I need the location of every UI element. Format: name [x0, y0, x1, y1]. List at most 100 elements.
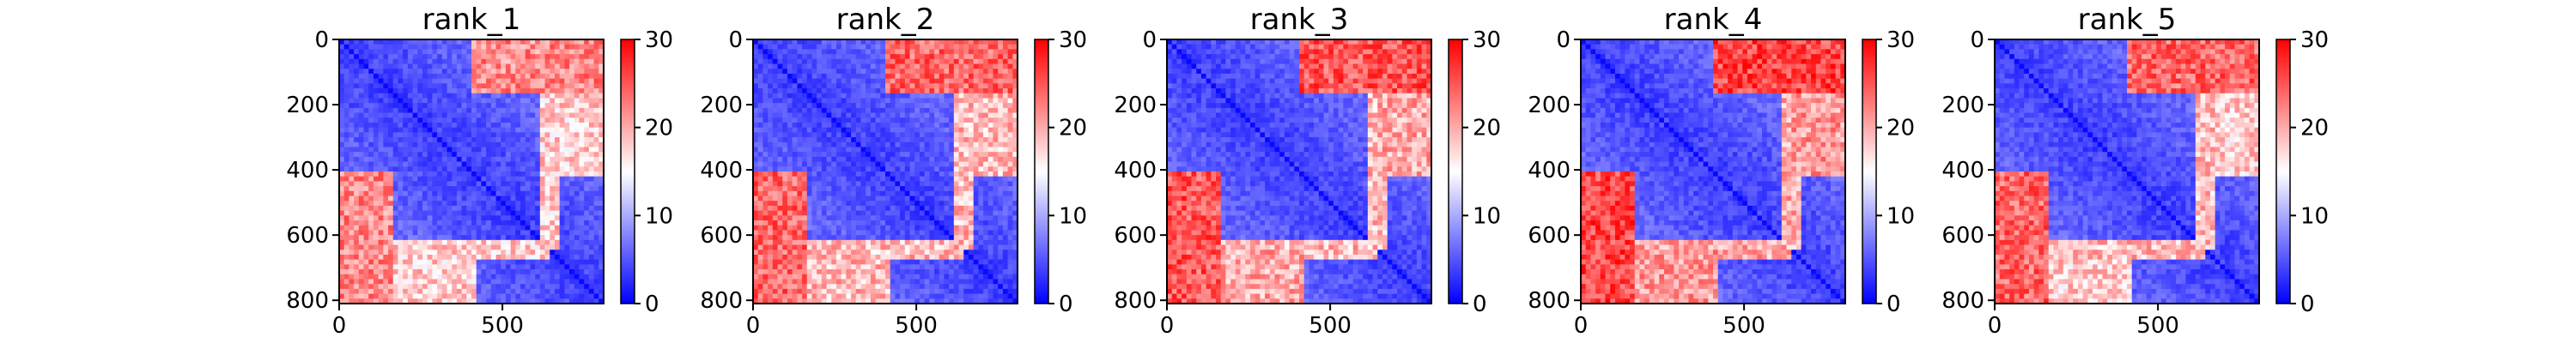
- heatmap-cell: [866, 39, 872, 45]
- heatmap-cell: [525, 117, 532, 123]
- heatmap-cell: [515, 235, 521, 241]
- heatmap-cell: [797, 172, 803, 178]
- heatmap-cell: [777, 161, 783, 167]
- heatmap-cell: [777, 54, 783, 60]
- heatmap-cell: [855, 215, 862, 221]
- heatmap-cell: [441, 69, 448, 75]
- heatmap-cell: [417, 39, 423, 45]
- heatmap-cell: [539, 279, 546, 285]
- heatmap-cell: [398, 201, 404, 207]
- heatmap-cell: [539, 201, 546, 207]
- heatmap-cell: [998, 220, 1004, 226]
- heatmap-cell: [417, 254, 423, 261]
- heatmap-cell: [870, 190, 877, 197]
- heatmap-cell: [579, 122, 585, 129]
- heatmap-cell: [993, 83, 999, 89]
- heatmap-cell: [339, 298, 345, 304]
- heatmap-cell: [564, 205, 570, 212]
- heatmap-cell: [792, 54, 798, 60]
- heatmap-cell: [378, 196, 384, 202]
- heatmap-cell: [525, 69, 532, 75]
- heatmap-cell: [525, 244, 532, 250]
- heatmap-cell: [398, 58, 404, 65]
- heatmap-cell: [343, 215, 349, 221]
- heatmap-cell: [598, 107, 605, 114]
- heatmap-cell: [432, 259, 438, 265]
- heatmap-cell: [963, 215, 969, 221]
- heatmap-cell: [471, 122, 477, 129]
- heatmap-cell: [461, 161, 467, 167]
- heatmap-cell: [914, 39, 920, 45]
- heatmap-cell: [339, 83, 345, 89]
- heatmap-cell: [349, 288, 355, 295]
- heatmap-cell: [821, 39, 828, 45]
- heatmap-cell: [535, 293, 541, 299]
- heatmap-cell: [422, 205, 428, 212]
- heatmap-cell: [510, 201, 516, 207]
- heatmap-cell: [909, 147, 915, 153]
- heatmap-cell: [584, 156, 590, 163]
- heatmap-cell: [949, 44, 955, 50]
- heatmap-cell: [447, 103, 453, 109]
- heatmap-cell: [777, 141, 783, 148]
- heatmap-cell: [554, 152, 561, 158]
- heatmap-cell: [987, 83, 994, 89]
- heatmap-cell: [554, 117, 561, 123]
- heatmap-cell: [343, 88, 349, 94]
- heatmap-cell: [841, 73, 847, 80]
- heatmap-cell: [924, 83, 930, 89]
- heatmap-cell: [515, 147, 521, 153]
- heatmap-cell: [973, 156, 979, 163]
- heatmap-cell: [851, 137, 857, 143]
- heatmap-cell: [392, 73, 399, 80]
- heatmap-cell: [787, 98, 793, 104]
- heatmap-cell: [949, 181, 955, 187]
- heatmap-cell: [501, 250, 507, 256]
- heatmap-cell: [510, 172, 516, 178]
- heatmap-cell: [768, 69, 774, 75]
- heatmap-cell: [772, 39, 779, 45]
- heatmap-cell: [826, 152, 832, 158]
- heatmap-cell: [452, 93, 458, 99]
- heatmap-cell: [909, 210, 915, 216]
- heatmap-cell: [398, 186, 404, 192]
- heatmap-cell: [437, 201, 443, 207]
- heatmap-cell: [452, 269, 458, 275]
- heatmap-cell: [539, 49, 546, 55]
- heatmap-cell: [398, 181, 404, 187]
- heatmap-cell: [880, 112, 886, 118]
- heatmap-cell: [476, 39, 482, 45]
- heatmap-cell: [550, 122, 556, 129]
- heatmap-cell: [564, 225, 570, 232]
- heatmap-cell: [939, 141, 945, 148]
- heatmap-cell: [900, 127, 906, 133]
- heatmap-cell: [388, 205, 394, 212]
- heatmap-cell: [510, 63, 516, 69]
- heatmap-cell: [870, 54, 877, 60]
- heatmap-cell: [835, 190, 842, 197]
- heatmap-cell: [579, 58, 585, 65]
- heatmap-cell: [579, 205, 585, 212]
- heatmap-cell: [539, 269, 546, 275]
- heatmap-cell: [407, 210, 414, 216]
- heatmap-cell: [1007, 93, 1013, 99]
- heatmap-cell: [392, 63, 399, 69]
- heatmap-cell: [835, 186, 842, 192]
- heatmap-cell: [388, 215, 394, 221]
- heatmap-cell: [782, 196, 788, 202]
- heatmap-cell: [904, 88, 911, 94]
- heatmap-cell: [363, 269, 369, 275]
- heatmap-cell: [452, 141, 458, 148]
- heatmap-cell: [461, 58, 467, 65]
- heatmap-cell: [564, 230, 570, 236]
- heatmap-cell: [476, 288, 482, 295]
- heatmap-cell: [363, 112, 369, 118]
- heatmap-cell: [550, 44, 556, 50]
- heatmap-cell: [407, 284, 414, 290]
- heatmap-cell: [412, 58, 418, 65]
- heatmap-cell: [851, 186, 857, 192]
- heatmap-cell: [900, 186, 906, 192]
- heatmap-cell: [554, 127, 561, 133]
- heatmap-cell: [821, 98, 828, 104]
- heatmap-cell: [461, 176, 467, 182]
